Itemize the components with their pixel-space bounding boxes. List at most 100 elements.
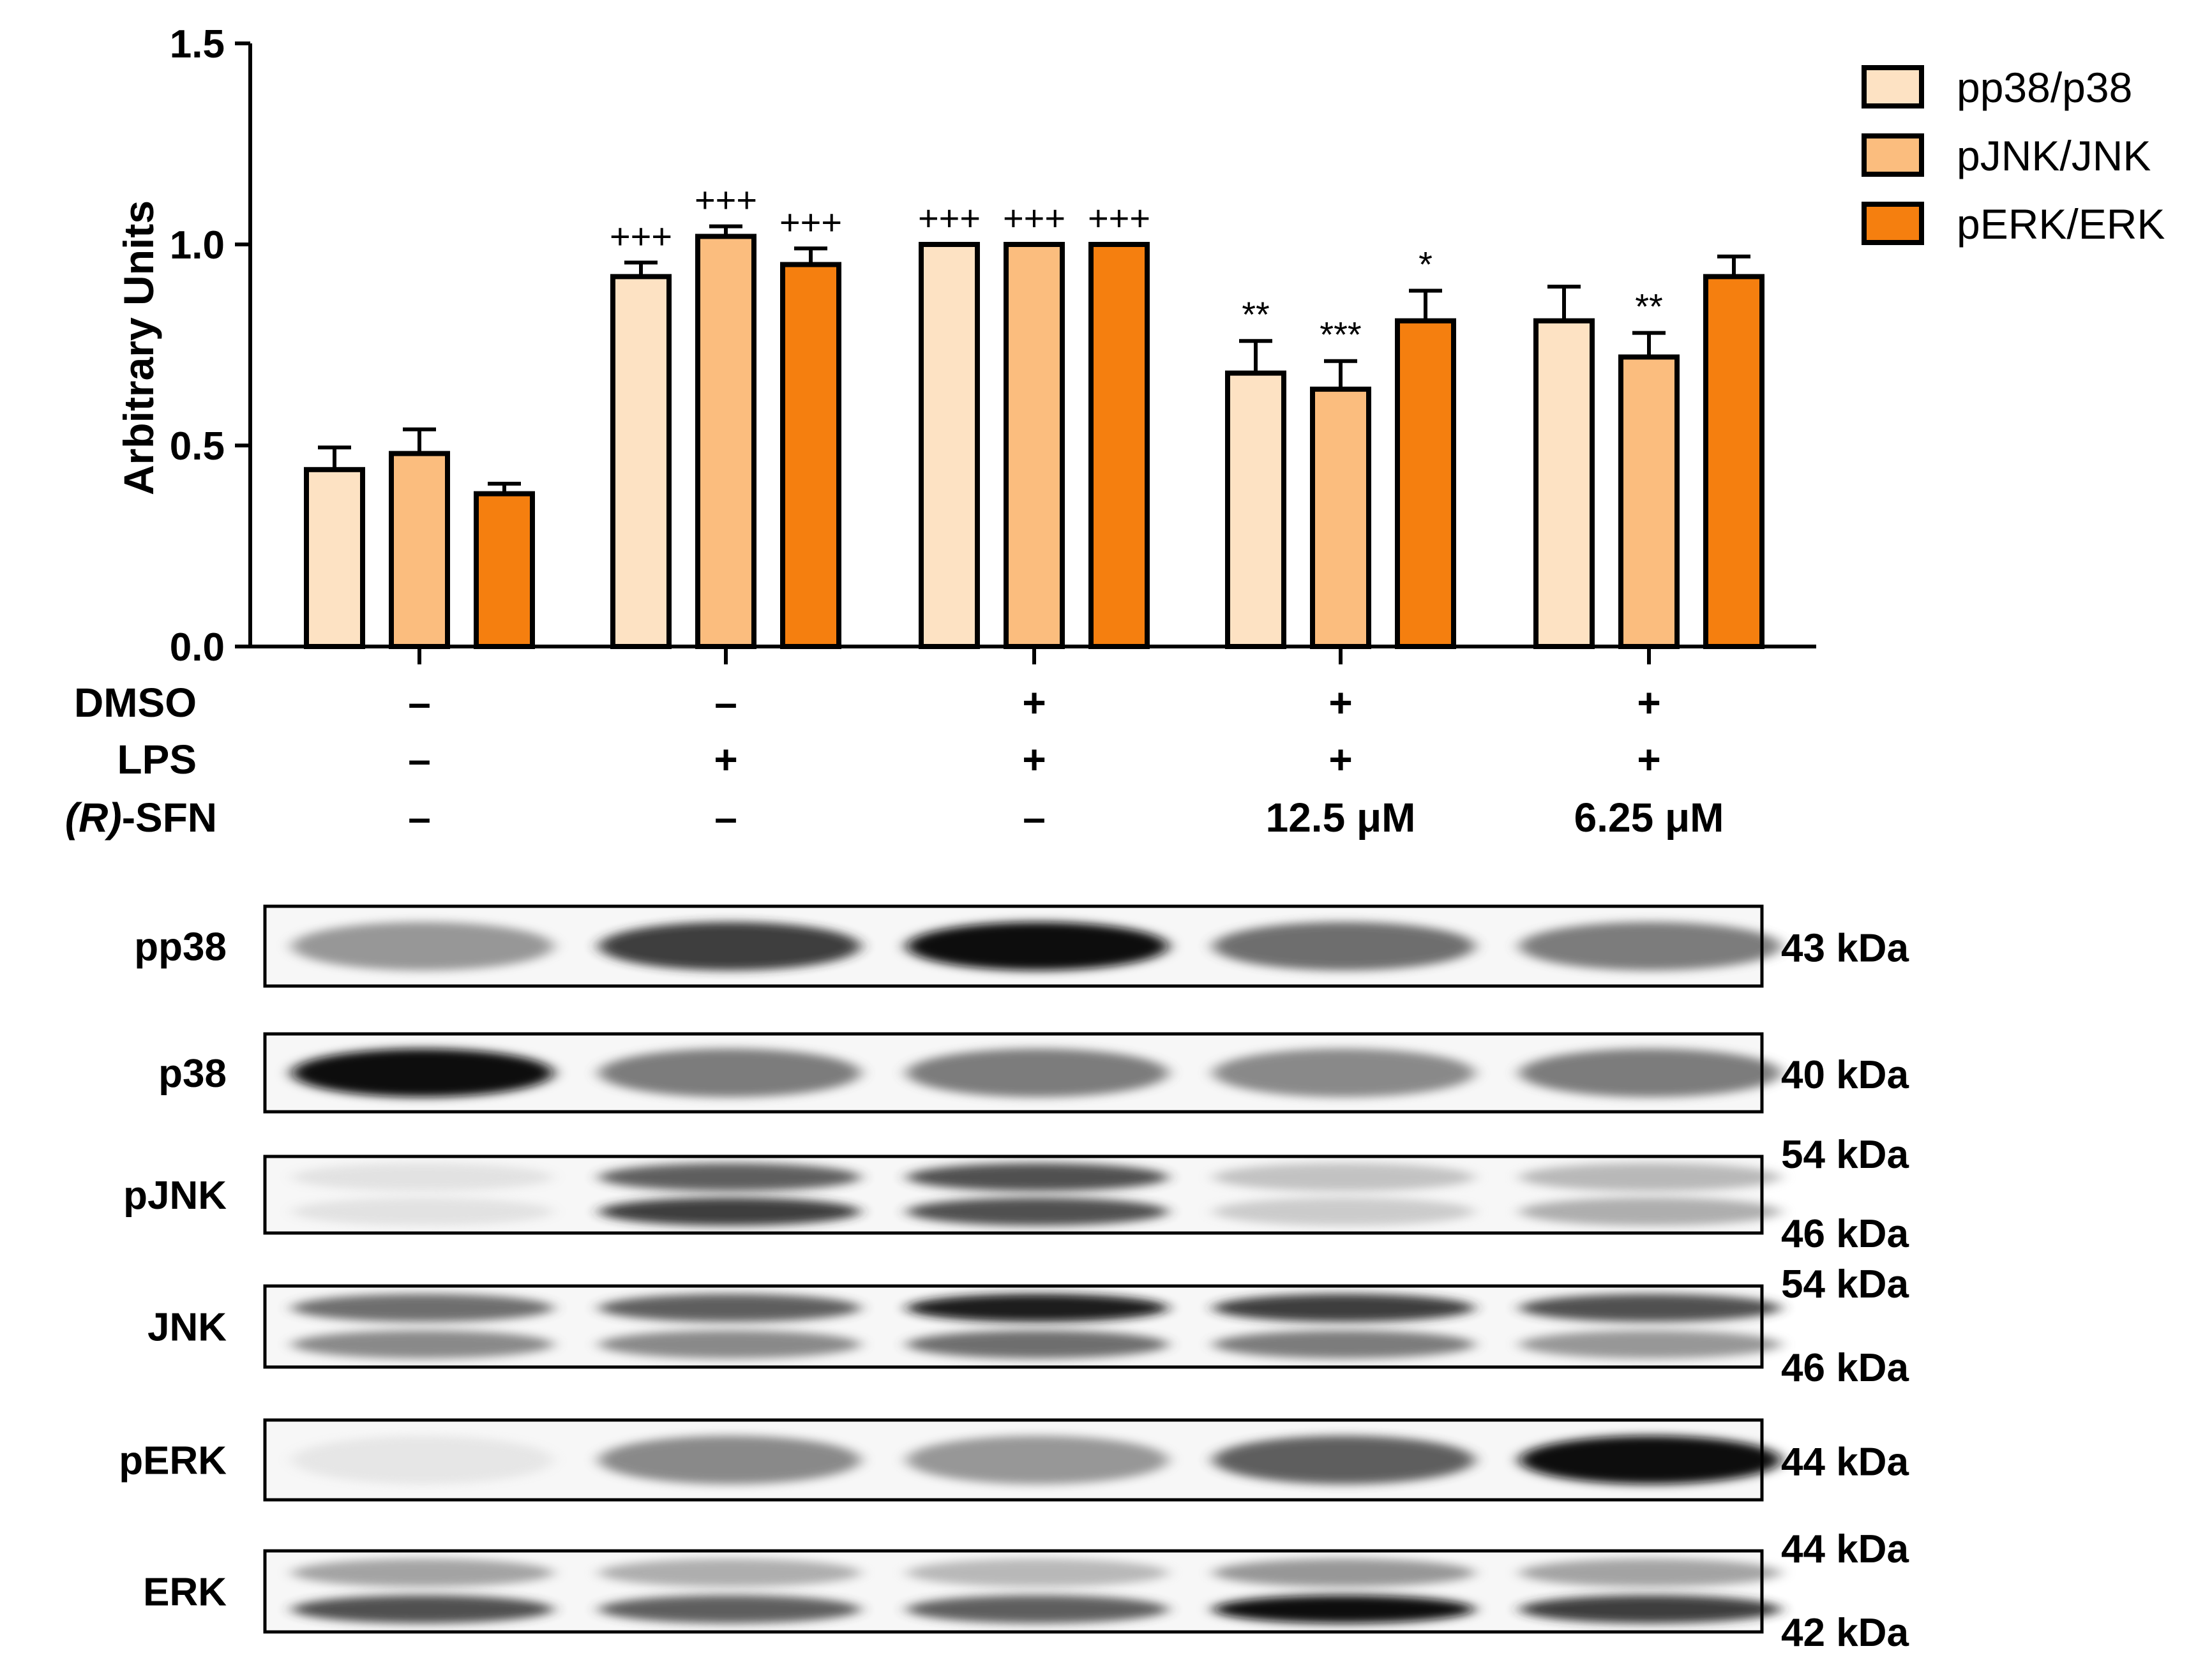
protein-band <box>1519 922 1781 971</box>
blot-panel: p38 40 kDa <box>158 1032 1909 1114</box>
legend-label: pJNK/JNK <box>1957 132 2151 179</box>
protein-band <box>907 1049 1168 1097</box>
protein-band <box>1519 1435 1781 1484</box>
protein-band <box>292 1595 553 1624</box>
condition-value: 12.5 μM <box>1266 795 1416 841</box>
bar <box>1618 354 1680 650</box>
significance-marker: *** <box>1320 315 1361 355</box>
protein-band <box>1213 1197 1475 1226</box>
condition-label: DMSO <box>74 680 197 726</box>
blot-label: p38 <box>158 1052 227 1096</box>
condition-value: + <box>1328 737 1352 782</box>
blot-panel: pp38 43 kDa <box>134 904 1909 988</box>
legend-swatch <box>1862 133 1924 177</box>
protein-band <box>907 922 1168 971</box>
bar <box>1004 242 1065 649</box>
protein-band <box>907 1197 1168 1226</box>
blot-panel: pJNK 54 kDa 46 kDa <box>123 1133 1909 1256</box>
significance-marker: ** <box>1635 287 1663 327</box>
bar <box>780 262 841 649</box>
bar <box>389 451 450 649</box>
protein-band <box>599 1197 861 1226</box>
kda-label: 42 kDa <box>1781 1611 1909 1655</box>
protein-band <box>1519 1330 1781 1359</box>
kda-label: 54 kDa <box>1781 1262 1909 1306</box>
protein-band <box>1213 1435 1475 1484</box>
condition-label-italic: (R) <box>65 795 122 841</box>
y-tick-label: 1.0 <box>170 223 225 267</box>
condition-label: (R)-SFN <box>65 795 217 841</box>
kda-label: 44 kDa <box>1781 1527 1909 1571</box>
protein-band <box>292 922 553 971</box>
blot-frame <box>263 1032 1764 1114</box>
protein-band <box>292 1330 553 1359</box>
condition-value: + <box>714 737 737 782</box>
condition-value: + <box>1637 680 1660 726</box>
y-tick-label: 0.5 <box>170 424 225 468</box>
significance-marker: * <box>1418 244 1433 284</box>
condition-value: – <box>714 795 737 841</box>
bar <box>1088 242 1150 649</box>
condition-label-rest: -SFN <box>122 795 217 841</box>
protein-band <box>599 1595 861 1624</box>
protein-band <box>599 1294 861 1322</box>
bar <box>1395 318 1456 649</box>
bar <box>695 234 756 649</box>
protein-band <box>292 1435 553 1484</box>
legend-swatch <box>1862 65 1924 108</box>
protein-band <box>599 1559 861 1587</box>
significance-marker: ** <box>1242 294 1270 334</box>
condition-label: LPS <box>117 737 197 782</box>
significance-marker: +++ <box>918 198 981 238</box>
bar <box>1703 274 1764 649</box>
protein-band <box>1213 1595 1475 1624</box>
protein-band <box>907 1595 1168 1624</box>
kda-label: 43 kDa <box>1781 927 1909 971</box>
kda-label: 46 kDa <box>1781 1212 1909 1256</box>
protein-band <box>1213 1163 1475 1192</box>
protein-band <box>599 1049 861 1097</box>
blot-panel: ERK 44 kDa 42 kDa <box>143 1527 1909 1655</box>
protein-band <box>1213 1049 1475 1097</box>
significance-marker: +++ <box>610 216 672 256</box>
kda-label: 54 kDa <box>1781 1133 1909 1177</box>
protein-band <box>292 1197 553 1226</box>
significance-marker: +++ <box>1003 198 1065 238</box>
blot-frame <box>263 1549 1764 1634</box>
condition-value: – <box>714 680 737 726</box>
protein-band <box>907 1330 1168 1359</box>
blot-label: ERK <box>143 1571 227 1615</box>
y-tick-label: 0.0 <box>170 625 225 669</box>
legend-label: pp38/p38 <box>1957 64 2132 111</box>
y-tick-label: 1.5 <box>170 22 225 66</box>
condition-value: – <box>408 680 431 726</box>
condition-value: – <box>408 795 431 841</box>
bar-chart: Arbitrary Units 0.0 0.5 1.0 1.5 +++ +++ ** +++ +… <box>115 22 1816 669</box>
significance-marker: +++ <box>695 180 757 220</box>
legend-label: pERK/ERK <box>1957 200 2165 248</box>
protein-band <box>1213 922 1475 971</box>
blot-label: pJNK <box>123 1174 227 1218</box>
bar <box>1533 318 1595 649</box>
protein-band <box>1519 1049 1781 1097</box>
blot-panel: JNK 54 kDa 46 kDa <box>147 1262 1909 1390</box>
blot-label: pERK <box>119 1439 227 1483</box>
protein-band <box>599 922 861 971</box>
blot-panel: pERK 44 kDa <box>119 1418 1909 1502</box>
protein-band <box>1213 1559 1475 1587</box>
bar <box>1310 386 1371 649</box>
legend: pp38/p38 pJNK/JNK pERK/ERK <box>1862 64 2165 248</box>
condition-value: – <box>1023 795 1046 841</box>
protein-band <box>1519 1163 1781 1192</box>
protein-band <box>292 1559 553 1587</box>
protein-band <box>1519 1595 1781 1624</box>
condition-value: – <box>408 737 431 782</box>
protein-band <box>1213 1294 1475 1322</box>
significance-marker: +++ <box>779 202 842 242</box>
condition-value: + <box>1328 680 1352 726</box>
condition-value: 6.25 μM <box>1574 795 1724 841</box>
protein-band <box>907 1559 1168 1587</box>
blot-frame <box>263 1284 1764 1369</box>
kda-label: 44 kDa <box>1781 1440 1909 1484</box>
bar <box>610 274 672 649</box>
